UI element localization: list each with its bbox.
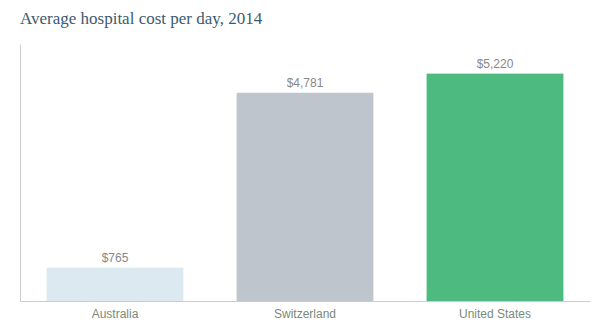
data-label: $5,220 [477,57,514,71]
title: Average hospital cost per day, 2014 [20,9,263,28]
data-label: $4,781 [287,76,324,90]
x-tick-label: Australia [92,307,139,321]
bar [427,74,564,301]
y-axis-line [20,45,21,302]
x-tick-label: United States [459,307,531,321]
y-axis [20,45,21,302]
x-axis-line [21,301,591,302]
plot: $765 $4,781 $5,220 Australia Switzerland Unit… [21,45,591,321]
x-tick-label: Switzerland [274,307,336,321]
data-labels: $765 $4,781 $5,220 [102,57,514,265]
x-tick: Australia [92,301,139,321]
bars [47,74,564,301]
bar [47,268,184,301]
x-tick: Switzerland [274,301,336,321]
x-tick: United States [459,301,531,321]
data-label: $765 [102,251,129,265]
x-axis: Australia Switzerland United States [21,301,591,321]
bar [237,93,374,301]
chart: $765 $4,781 $5,220 Australia Switzerland Unit… [0,0,606,331]
